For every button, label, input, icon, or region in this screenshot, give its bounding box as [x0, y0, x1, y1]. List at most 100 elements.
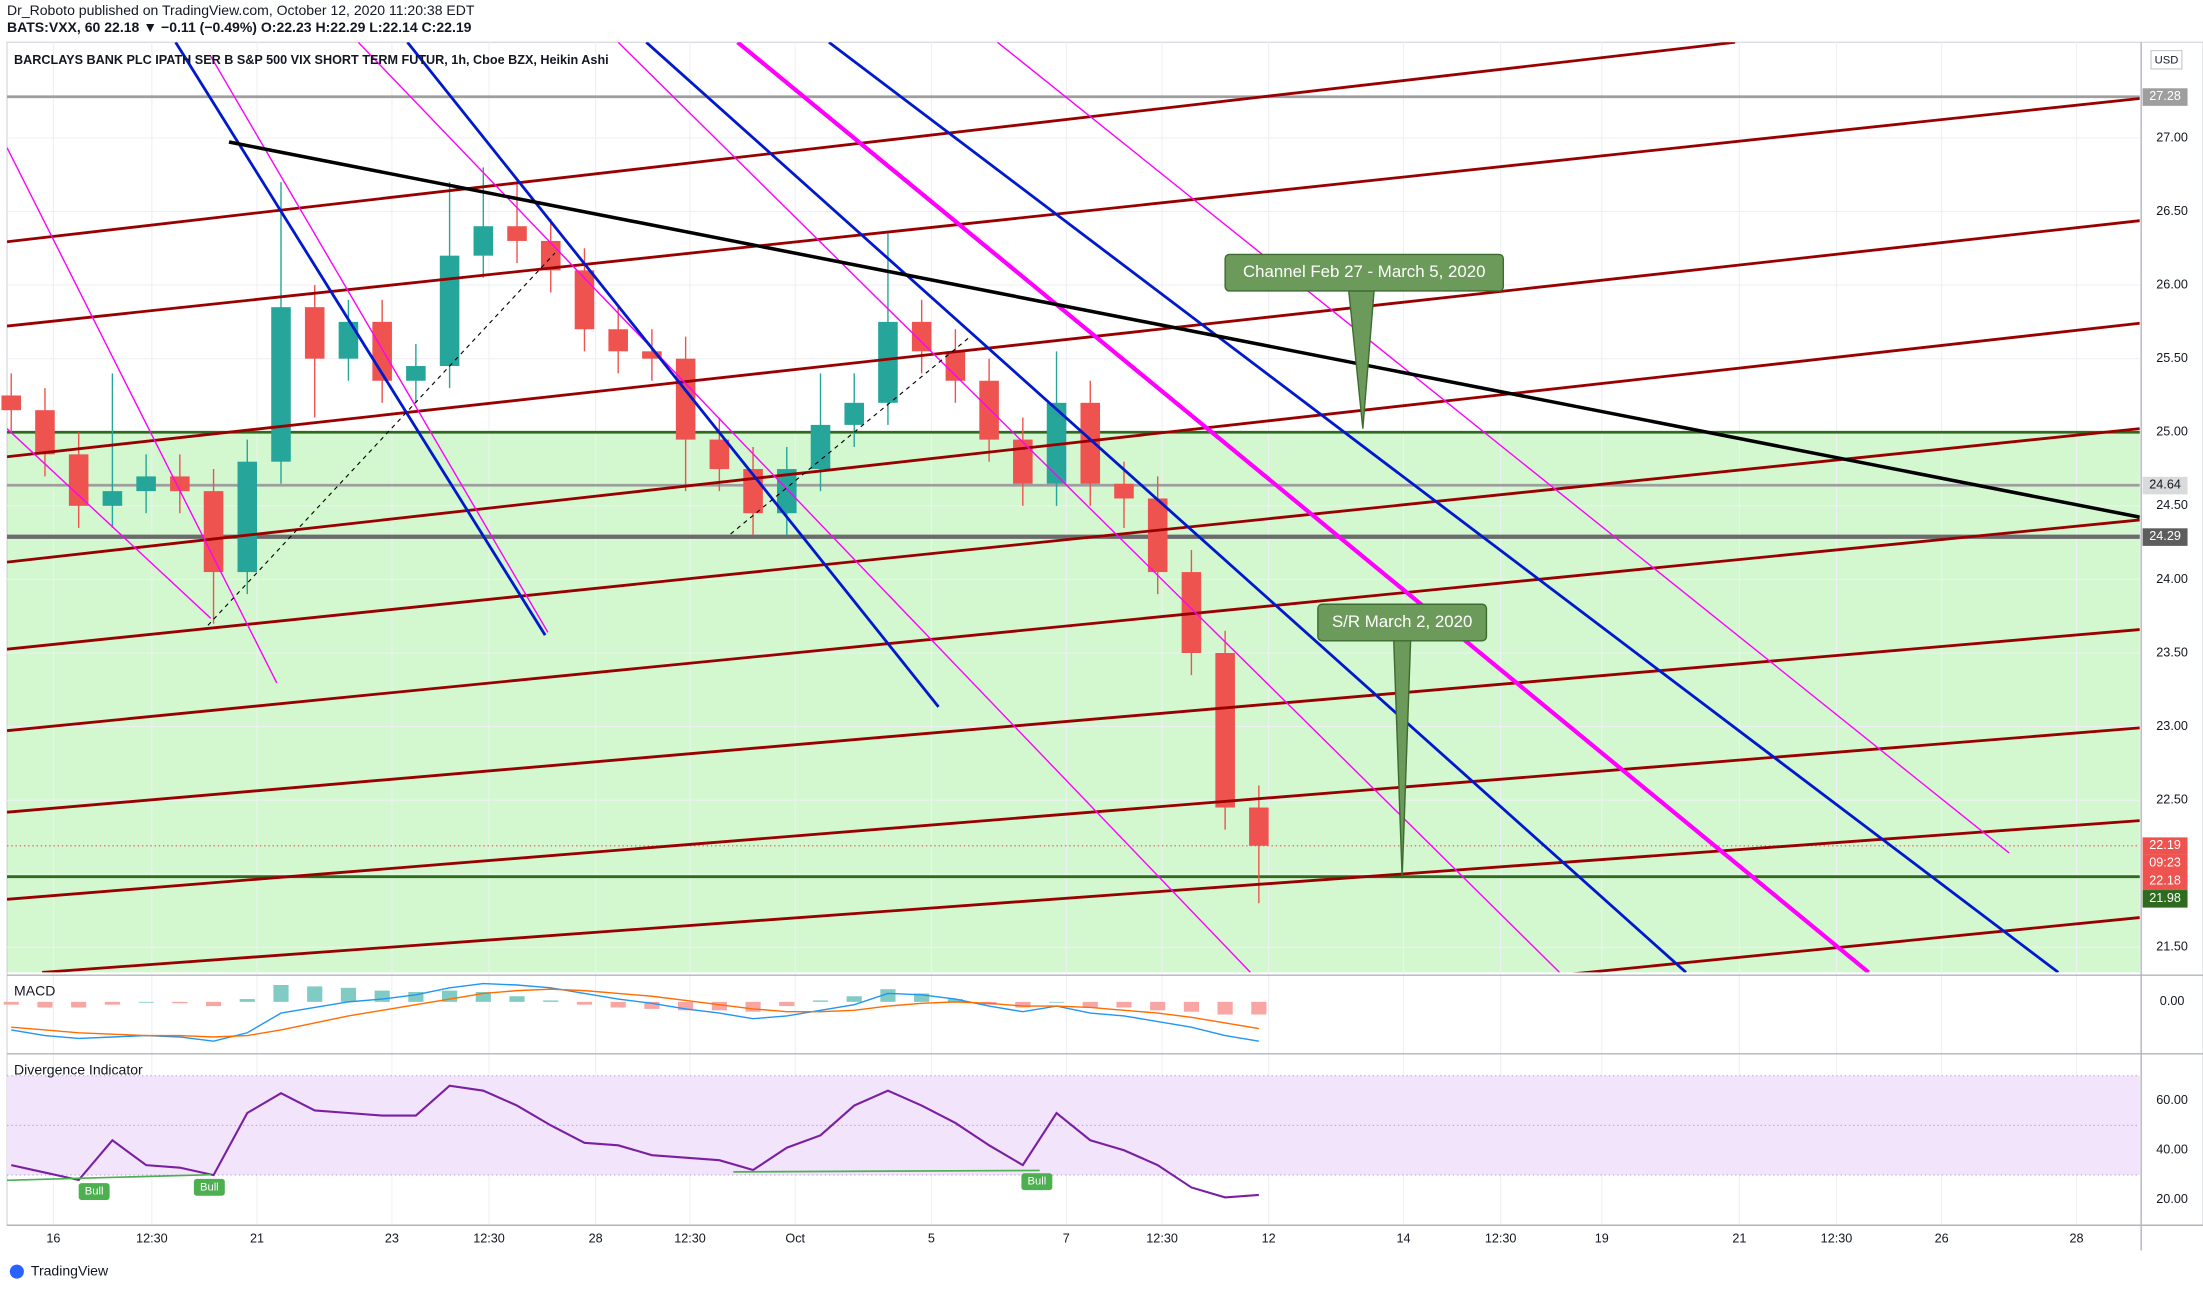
- candle-body: [810, 424, 831, 470]
- candle-body: [136, 476, 156, 492]
- divergence-line: [733, 1169, 1040, 1173]
- price-label: 27.28: [2149, 89, 2181, 103]
- histogram-bar: [475, 992, 491, 1002]
- histogram-bar: [442, 990, 458, 1002]
- candle-body: [1147, 498, 1168, 573]
- histogram-bar: [172, 1001, 188, 1004]
- histogram-bar: [610, 1001, 626, 1008]
- countdown: 09:23: [2149, 856, 2181, 870]
- x-tick-label: 12:30: [473, 1232, 505, 1246]
- logo: [9, 1264, 24, 1279]
- descending-blue: [174, 42, 2060, 973]
- candle-body: [844, 402, 865, 425]
- histogram-bar: [71, 1001, 87, 1008]
- histogram-bar: [779, 1001, 795, 1007]
- trend-line: [1573, 916, 2140, 973]
- candle-body: [1114, 483, 1134, 499]
- trend-line: [406, 42, 940, 708]
- x-tick-label: 23: [385, 1232, 399, 1246]
- x-tick-label: 16: [46, 1232, 60, 1246]
- x-tick-label: 12:30: [1146, 1232, 1178, 1246]
- callout-box: [1317, 603, 1488, 642]
- histogram-bar: [37, 1001, 53, 1008]
- histogram-bar: [1150, 1001, 1166, 1011]
- histogram-bar: [1217, 1001, 1233, 1015]
- histogram-bar: [273, 985, 289, 1002]
- level-layer: [7, 95, 2140, 879]
- x-tick-label: 28: [589, 1232, 603, 1246]
- histogram-bar: [1251, 1001, 1267, 1015]
- bull-box: [78, 1183, 110, 1200]
- y-tick-label: 26.00: [2156, 277, 2188, 291]
- x-tick-label: 21: [1732, 1232, 1746, 1246]
- histogram-bar: [1082, 1001, 1098, 1008]
- x-tick-label: 7: [1063, 1232, 1070, 1246]
- candle-body: [1013, 439, 1033, 484]
- candle-body: [439, 255, 460, 367]
- trend-line: [828, 42, 2060, 973]
- macd-line: [11, 982, 1259, 1042]
- bull-box: [193, 1178, 225, 1196]
- candle-body: [1215, 653, 1235, 808]
- histogram-bar: [745, 1001, 761, 1012]
- y-tick-label: 27.00: [2156, 130, 2188, 144]
- bull-label: Bull: [1028, 1176, 1047, 1188]
- footer: TradingView: [31, 1262, 109, 1278]
- trend-line: [645, 42, 1687, 973]
- signal-line: [11, 988, 1259, 1038]
- candle-body: [271, 307, 291, 462]
- trend-line: [210, 55, 549, 633]
- currency: USD: [2155, 54, 2179, 66]
- currency-box: [2150, 50, 2183, 70]
- x-tick-label: 28: [2070, 1232, 2084, 1246]
- candle-body: [608, 329, 628, 352]
- pane-title: MACD: [14, 983, 55, 999]
- symbol-line: BATS:VXX, 60 22.18 ▼ −0.11 (−0.49%) O:22…: [7, 19, 472, 35]
- candle-body: [406, 366, 426, 381]
- drawings: [7, 42, 2140, 973]
- x-tick-label: Oct: [785, 1232, 805, 1246]
- trend-line: [174, 42, 547, 636]
- candle-body: [170, 476, 190, 492]
- histogram-bar: [509, 996, 525, 1002]
- x-tick-label: 12:30: [1821, 1232, 1853, 1246]
- x-tick-label: 14: [1396, 1232, 1410, 1246]
- y-tick-label: 26.50: [2156, 204, 2188, 218]
- candle-body: [102, 491, 123, 506]
- histogram-bar: [846, 996, 862, 1002]
- histogram-bar: [576, 1001, 593, 1005]
- histogram-bar: [239, 999, 255, 1002]
- candle-body: [338, 321, 359, 359]
- histogram-bar: [205, 1001, 222, 1007]
- trend-line: [7, 427, 2140, 651]
- candle-body: [777, 469, 797, 514]
- histogram-bar: [307, 986, 323, 1002]
- indicator-line: [11, 1084, 1259, 1199]
- divergence-line: [7, 1173, 211, 1182]
- callout-box: [1224, 253, 1505, 292]
- histogram-bar: [1183, 1001, 1200, 1012]
- trend-line: [7, 147, 278, 684]
- histogram-bar: [812, 1000, 829, 1002]
- y-tick-label: 40.00: [2156, 1143, 2188, 1157]
- x-tick-label: 12: [1262, 1232, 1276, 1246]
- histogram-bar: [880, 989, 896, 1002]
- annotation: S/R March 2, 2020: [1332, 612, 1472, 631]
- candle-body: [473, 226, 494, 256]
- candle-body: [911, 321, 932, 352]
- histogram-bar: [408, 992, 424, 1002]
- histogram-bar: [947, 999, 963, 1002]
- x-tick-label: 12:30: [1485, 1232, 1517, 1246]
- candle-layer: [1, 167, 2140, 1199]
- trend-line: [7, 428, 212, 619]
- y-tick-label: 25.00: [2156, 425, 2188, 439]
- price-label: 24.29: [2149, 529, 2181, 543]
- x-tick-label: 12:30: [136, 1232, 168, 1246]
- candle-body: [709, 439, 730, 470]
- candle-body: [507, 226, 527, 241]
- candle-body: [642, 351, 662, 359]
- histogram-bar: [1116, 1001, 1132, 1008]
- y-tick-label: 20.00: [2156, 1192, 2188, 1206]
